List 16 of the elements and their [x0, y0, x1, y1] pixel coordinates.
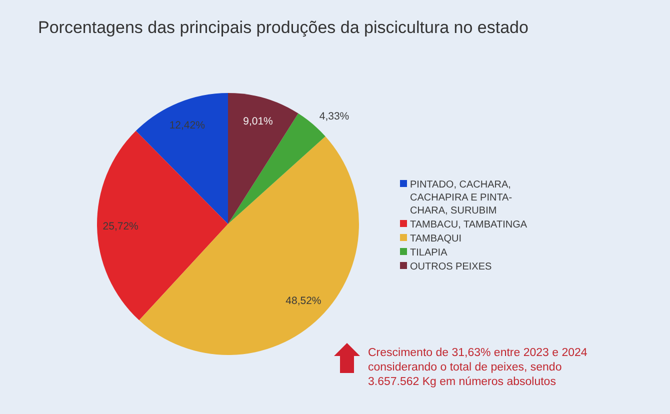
legend-label: TAMBAQUI — [410, 234, 462, 244]
data-label: 48,52% — [286, 295, 322, 308]
data-label: 9,01% — [243, 116, 273, 128]
chart-title: Porcentagens das principais produções da piscicultura no estado — [38, 18, 528, 37]
pie-slice — [97, 130, 228, 320]
legend-label: TAMBACU, TAMBATINGA — [410, 220, 528, 230]
pie-slice — [139, 136, 359, 355]
data-label: 4,33% — [319, 110, 350, 123]
data-label: 12,42% — [169, 119, 205, 132]
pie-slice — [228, 93, 298, 224]
legend-label: PINTADO, CACHARA, CACHAPIRA E PINTA-CHARA, SURUBIM — [410, 180, 512, 216]
pie-slice — [136, 93, 228, 224]
text: Crescimento de 31,63% entre 2023 e 2024 considerando o total de peixes, sendo 3.657.562 Kg em números absolutos — [368, 347, 588, 388]
legend-label: OUTROS PEIXES — [410, 262, 492, 272]
data-label: 25,72% — [102, 220, 138, 233]
legend-label: TILAPIA — [410, 248, 448, 258]
